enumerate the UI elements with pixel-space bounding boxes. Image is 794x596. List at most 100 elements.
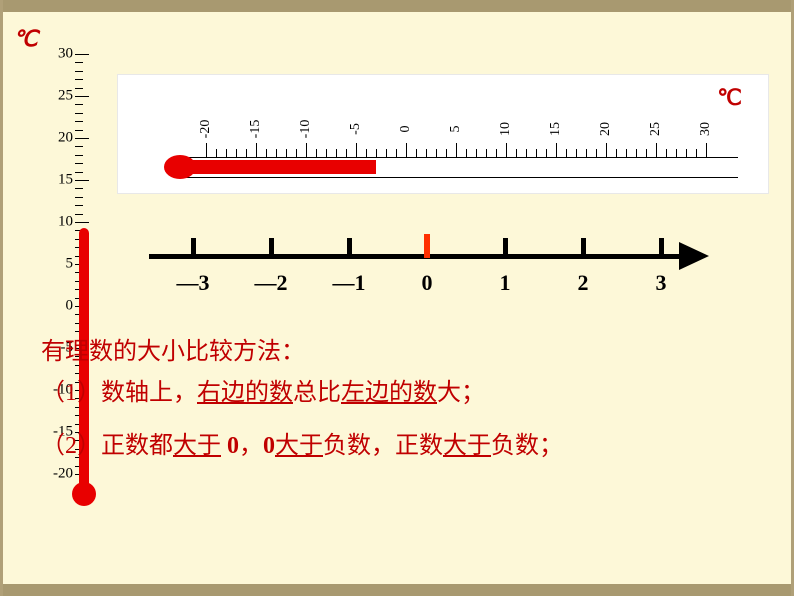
v-tick-minor <box>75 188 83 189</box>
h-tick-minor <box>436 149 437 157</box>
h-tick-minor <box>676 149 677 157</box>
h-tick-major <box>456 143 457 157</box>
h-tick-label: 5 <box>448 126 464 133</box>
h-tick-minor <box>636 149 637 157</box>
v-tick-major <box>75 96 89 97</box>
v-tick-minor <box>75 205 83 206</box>
rule-2: （2）正数都大于 0，0大于负数，正数大于负数； <box>41 426 761 467</box>
horizontal-scale-line-bottom <box>178 177 738 178</box>
h-tick-minor <box>446 149 447 157</box>
h-tick-minor <box>466 149 467 157</box>
h-tick-minor <box>296 149 297 157</box>
h-tick-major <box>306 143 307 157</box>
h-tick-major <box>556 143 557 157</box>
h-tick-label: -10 <box>298 120 314 139</box>
h-tick-label: 30 <box>698 122 714 136</box>
h-tick-label: 0 <box>398 126 414 133</box>
h-tick-minor <box>376 149 377 157</box>
v-tick-label: 5 <box>47 256 73 273</box>
h-tick-minor <box>416 149 417 157</box>
v-tick-minor <box>75 113 83 114</box>
h-tick-minor <box>226 149 227 157</box>
v-tick-minor <box>75 214 83 215</box>
v-tick-minor <box>75 130 83 131</box>
v-tick-minor <box>75 104 83 105</box>
h-tick-minor <box>666 149 667 157</box>
number-line-tick <box>503 238 508 258</box>
h-tick-minor <box>396 149 397 157</box>
number-line-tick <box>347 238 352 258</box>
v-tick-label: 30 <box>47 46 73 63</box>
vertical-bulb <box>72 482 96 506</box>
h-tick-major <box>406 143 407 157</box>
h-tick-minor <box>326 149 327 157</box>
h-tick-minor <box>646 149 647 157</box>
h-tick-major <box>706 143 707 157</box>
vertical-unit-label: ℃ <box>13 26 38 52</box>
h-tick-minor <box>576 149 577 157</box>
h-tick-minor <box>316 149 317 157</box>
number-line: —3—2—10123 <box>149 234 729 304</box>
v-tick-major <box>75 138 89 139</box>
h-tick-minor <box>586 149 587 157</box>
number-line-tick <box>659 238 664 258</box>
slide-frame: ℃ 302520151050-5-10-15-20 ℃ -20-15-10-50… <box>0 0 794 596</box>
h-tick-minor <box>546 149 547 157</box>
v-tick-minor <box>75 155 83 156</box>
spacer <box>41 414 761 426</box>
rule-1: （1）数轴上，右边的数总比左边的数大； <box>41 373 761 414</box>
slide-content: ℃ 302520151050-5-10-15-20 ℃ -20-15-10-50… <box>9 14 785 582</box>
v-tick-label: 20 <box>47 130 73 147</box>
h-tick-minor <box>286 149 287 157</box>
number-line-zero-mark <box>424 234 430 258</box>
v-tick-minor <box>75 71 83 72</box>
h-tick-minor <box>476 149 477 157</box>
v-tick-label: 15 <box>47 172 73 189</box>
h-tick-major <box>356 143 357 157</box>
h-tick-minor <box>246 149 247 157</box>
h-tick-minor <box>696 149 697 157</box>
horizontal-scale: -20-15-10-5051015202530 <box>158 103 738 165</box>
h-tick-minor <box>516 149 517 157</box>
h-tick-major <box>256 143 257 157</box>
h-tick-minor <box>486 149 487 157</box>
v-tick-major <box>75 54 89 55</box>
v-tick-minor <box>75 197 83 198</box>
number-line-arrow <box>679 242 709 270</box>
h-tick-minor <box>596 149 597 157</box>
number-line-tick <box>191 238 196 258</box>
h-tick-label: -5 <box>348 123 364 135</box>
number-line-axis <box>149 254 689 259</box>
h-tick-major <box>206 143 207 157</box>
h-tick-minor <box>526 149 527 157</box>
number-line-label: —2 <box>255 270 288 296</box>
horizontal-mercury-tube <box>184 160 376 174</box>
v-tick-minor <box>75 88 83 89</box>
v-tick-label: 10 <box>47 214 73 231</box>
v-tick-label: 0 <box>47 298 73 315</box>
number-line-label: 2 <box>578 270 589 296</box>
v-tick-label: -20 <box>47 466 73 483</box>
horizontal-scale-line-top <box>178 157 738 158</box>
number-line-label: 1 <box>500 270 511 296</box>
h-tick-minor <box>426 149 427 157</box>
v-tick-minor <box>75 172 83 173</box>
v-tick-minor <box>75 163 83 164</box>
h-tick-label: 25 <box>648 122 664 136</box>
h-tick-minor <box>686 149 687 157</box>
horizontal-bulb <box>164 155 196 179</box>
h-tick-label: 20 <box>598 122 614 136</box>
h-tick-minor <box>386 149 387 157</box>
h-tick-major <box>506 143 507 157</box>
v-tick-major <box>75 180 89 181</box>
h-tick-minor <box>346 149 347 157</box>
number-line-tick <box>581 238 586 258</box>
h-tick-major <box>606 143 607 157</box>
h-tick-major <box>656 143 657 157</box>
h-tick-minor <box>566 149 567 157</box>
h-tick-minor <box>336 149 337 157</box>
v-tick-label: 25 <box>47 88 73 105</box>
h-tick-minor <box>496 149 497 157</box>
h-tick-label: -15 <box>248 120 264 139</box>
v-tick-minor <box>75 79 83 80</box>
